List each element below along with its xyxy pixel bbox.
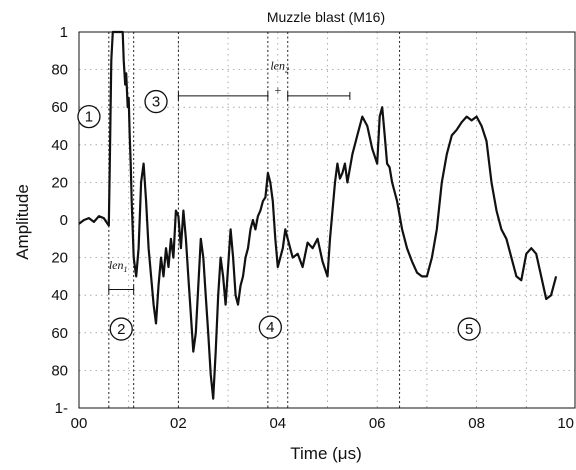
annotation-layer: 1 2 3 4 5 len1 len2 + xyxy=(77,59,481,341)
region-circle xyxy=(109,317,133,341)
len-marker-label: len1 xyxy=(109,258,128,274)
y-tick-label: 80 xyxy=(51,62,68,79)
x-axis-title: Time (μs) xyxy=(290,444,362,463)
series-layer xyxy=(78,30,558,400)
len-marker-label: len2 xyxy=(270,59,289,75)
y-tick-label: 40 xyxy=(51,137,68,154)
signal-line xyxy=(78,30,558,400)
y-tick-label: 20 xyxy=(51,174,68,191)
y-tick-label: 1- xyxy=(55,400,68,417)
y-tick-label: 1 xyxy=(60,24,68,41)
x-tick-label: 04 xyxy=(269,415,286,432)
grid-layer xyxy=(79,32,576,408)
region-label: 4 xyxy=(266,319,274,336)
region-label: 3 xyxy=(152,94,160,111)
y-tick-label: 40 xyxy=(51,287,68,304)
region-circle xyxy=(77,104,101,129)
region-label: 2 xyxy=(117,321,125,338)
region-label: 5 xyxy=(465,321,473,338)
chart-title: Muzzle blast (M16) xyxy=(267,9,385,25)
phase-boundary-layer xyxy=(108,32,401,408)
tick-layer: 00 02 04 06 08 10 1 80 60 40 20 0 20 40 60 80 1- xyxy=(51,24,574,432)
plus-marker: + xyxy=(274,83,282,97)
region-label: 1 xyxy=(85,109,93,126)
x-tick-label: 08 xyxy=(468,415,485,432)
region-circle xyxy=(457,317,481,341)
y-tick-label: 80 xyxy=(51,362,68,379)
y-tick-label: 0 xyxy=(60,212,68,229)
y-axis-title: Amplitude xyxy=(13,184,32,260)
region-circle xyxy=(144,89,168,114)
region-circle xyxy=(258,315,282,339)
y-tick-label: 60 xyxy=(51,99,68,116)
plot-frame xyxy=(78,31,576,409)
y-tick-label: 20 xyxy=(51,250,68,267)
y-tick-label: 60 xyxy=(51,325,68,342)
x-tick-label: 10 xyxy=(557,415,574,432)
x-tick-label: 00 xyxy=(71,415,88,432)
x-tick-label: 02 xyxy=(170,415,187,432)
x-tick-label: 06 xyxy=(369,415,386,432)
